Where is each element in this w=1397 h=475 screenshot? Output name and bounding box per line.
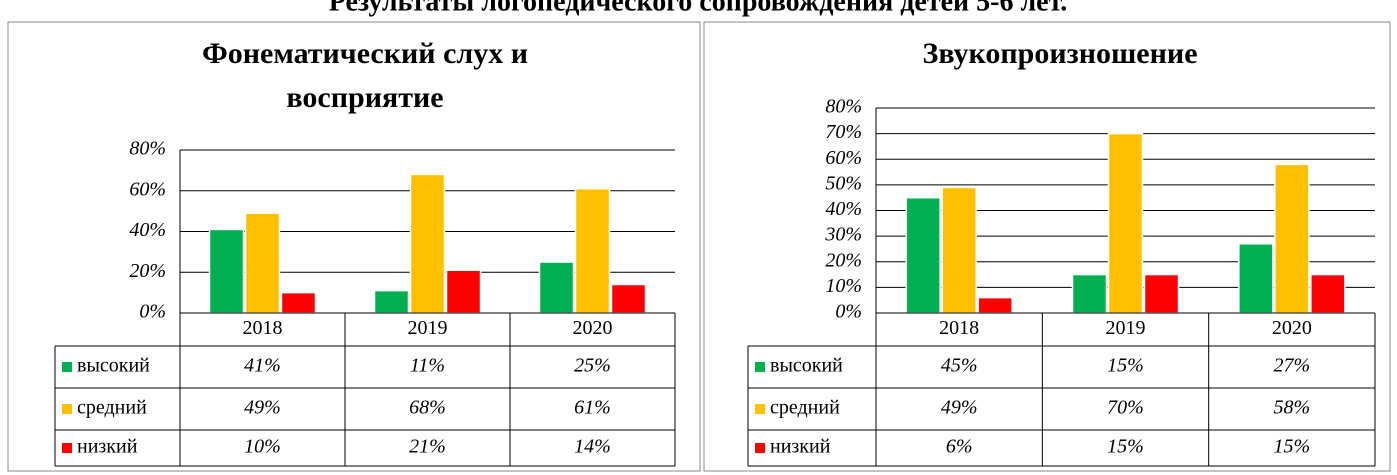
table-value: 11% xyxy=(410,355,445,377)
chart-title: Звукопроизношение xyxy=(922,37,1198,70)
y-tick-label: 80% xyxy=(129,138,166,160)
legend-swatch xyxy=(62,362,72,372)
bar xyxy=(208,228,245,314)
x-tick-label: 2018 xyxy=(243,317,283,339)
legend-swatch xyxy=(755,443,765,453)
legend-label: высокий xyxy=(77,355,150,377)
table-value: 14% xyxy=(574,436,611,458)
panel xyxy=(7,21,701,472)
table-value: 25% xyxy=(574,355,611,377)
y-tick-label: 60% xyxy=(825,147,862,169)
chart-title-box: Фонематический слух и восприятие xyxy=(201,37,529,114)
bar xyxy=(977,296,1013,314)
y-tick-label: 60% xyxy=(129,178,166,200)
bar xyxy=(373,289,410,314)
legend-swatch xyxy=(755,404,765,414)
legend-label: средний xyxy=(770,397,840,419)
legend-swatch xyxy=(62,443,72,453)
bar xyxy=(1071,273,1108,314)
bar xyxy=(905,196,941,314)
table-value: 15% xyxy=(1107,355,1144,377)
bar xyxy=(1107,132,1144,314)
bar xyxy=(941,186,977,314)
table-value: 49% xyxy=(941,397,978,419)
page-title: Результаты логопедического сопровождения… xyxy=(329,0,1068,17)
table-value: 10% xyxy=(244,436,281,458)
bar xyxy=(1238,243,1274,314)
bar xyxy=(244,212,281,314)
legend-label: высокий xyxy=(770,355,843,377)
x-tick-label: 2019 xyxy=(408,317,448,339)
y-tick-label: 20% xyxy=(825,249,862,271)
legend-label: средний xyxy=(77,397,147,419)
table-value: 15% xyxy=(1273,436,1310,458)
bar xyxy=(445,269,482,314)
legend-label: низкий xyxy=(77,436,138,458)
y-tick-label: 0% xyxy=(835,301,862,323)
y-tick-label: 20% xyxy=(129,260,166,282)
x-tick-label: 2020 xyxy=(573,317,613,339)
y-tick-label: 80% xyxy=(825,96,862,118)
bar xyxy=(280,291,317,314)
table-value: 68% xyxy=(409,397,446,419)
bar xyxy=(1143,273,1180,314)
table-value: 49% xyxy=(244,397,281,419)
legend-label: низкий xyxy=(770,436,831,458)
table-value: 21% xyxy=(409,436,446,458)
legend-swatch xyxy=(62,404,72,414)
panel xyxy=(703,21,1391,472)
y-tick-label: 10% xyxy=(825,275,862,297)
y-tick-label: 30% xyxy=(824,224,862,246)
x-tick-label: 2018 xyxy=(939,317,979,339)
table-value: 6% xyxy=(946,436,973,458)
x-tick-label: 2020 xyxy=(1272,317,1312,339)
y-tick-label: 50% xyxy=(825,172,862,194)
table-value: 15% xyxy=(1107,436,1144,458)
bar xyxy=(1274,163,1310,314)
table-value: 27% xyxy=(1273,355,1310,377)
chart-title: Фонематический слух и восприятие xyxy=(201,37,529,114)
table-value: 61% xyxy=(574,397,611,419)
bar xyxy=(538,261,575,314)
table-value: 70% xyxy=(1107,397,1144,419)
table-value: 41% xyxy=(244,355,281,377)
table-value: 45% xyxy=(941,355,978,377)
bar xyxy=(1310,273,1346,314)
bar xyxy=(409,173,446,314)
legend-swatch xyxy=(755,362,765,372)
y-tick-label: 0% xyxy=(139,301,166,323)
table-value: 58% xyxy=(1273,397,1310,419)
bar xyxy=(610,283,647,314)
bar xyxy=(574,187,611,314)
y-tick-label: 40% xyxy=(825,198,862,220)
x-tick-label: 2019 xyxy=(1106,317,1146,339)
y-tick-label: 70% xyxy=(825,121,862,143)
chart-title-box: Звукопроизношение xyxy=(922,37,1198,70)
y-tick-label: 40% xyxy=(129,219,166,241)
